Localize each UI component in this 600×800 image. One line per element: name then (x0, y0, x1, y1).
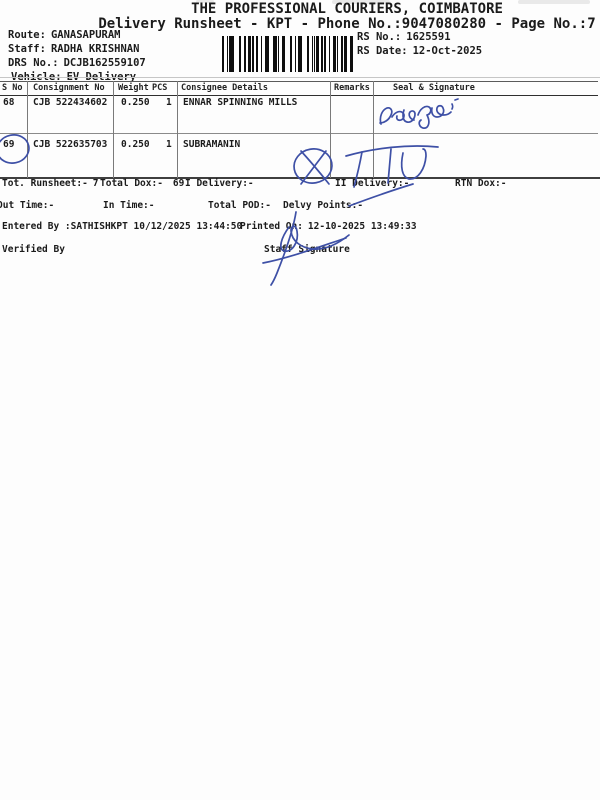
scan-smudge (518, 0, 590, 4)
staff-value: RADHA KRISHNAN (50, 43, 140, 55)
rs-date-value: 12-Oct-2025 (412, 45, 483, 57)
col-header-sno: S No (2, 83, 23, 93)
in-time-label: In Time:- (103, 200, 155, 211)
barcode-image (222, 36, 355, 72)
route-value: GANASAPURAM (50, 29, 121, 41)
delvy-points-label: Delvy Points:- (283, 200, 364, 211)
ii-delivery-label: II Delivery:- (335, 178, 410, 189)
col-header-seal: Seal & Signature (393, 83, 475, 93)
row2-weight: 0.250 (121, 139, 150, 150)
staff-field: Staff: RADHA KRISHNAN (8, 43, 140, 56)
row2-pcs: 1 (166, 139, 172, 150)
drs-no-field: DRS No.: DCJB162559107 (8, 57, 146, 70)
printed-on-value: 12-10-2025 13:49:33 (307, 221, 417, 232)
row1-consignee: ENNAR SPINNING MILLS (183, 97, 298, 108)
tot-runsheet-field: Tot. Runsheet:- 7 (2, 178, 99, 189)
page-title: THE PROFESSIONAL COURIERS, COIMBATORE (191, 1, 503, 17)
page-subtitle: Delivery Runsheet - KPT - Phone No.:9047… (98, 16, 596, 32)
rs-no-value: 1625591 (406, 31, 451, 43)
row1-pcs: 1 (166, 97, 172, 108)
table-column-border (177, 81, 178, 178)
total-dox-value: 69 (172, 178, 185, 189)
scan-smudge (196, 0, 214, 3)
col-header-consignment: Consignment No (33, 83, 105, 93)
divider-line (0, 77, 600, 78)
printed-on-label: Printed On: (240, 221, 303, 232)
table-column-border (330, 81, 331, 178)
route-field: Route: GANASAPURAM (8, 29, 121, 42)
entered-by-field: Entered By :SATHISHKPT 10/12/2025 13:44:… (2, 221, 243, 232)
row2-sno: 69 (3, 139, 15, 150)
staff-signature-label: Staff Signature (264, 244, 350, 255)
tamil-signature-ink (379, 98, 459, 129)
rs-no-label: RS No.: (357, 31, 402, 43)
total-dox-field: Total Dox:- 69 (100, 178, 185, 189)
rs-no-field: RS No.: 1625591 (357, 31, 451, 44)
row1-weight: 0.250 (121, 97, 150, 108)
col-header-pcs: PCS (152, 83, 168, 93)
tot-runsheet-label: Tot. Runsheet:- (2, 178, 88, 189)
row1-consignment: CJB 522434602 (33, 97, 108, 108)
rs-date-field: RS Date: 12-Oct-2025 (357, 45, 483, 58)
crossed-circle-ink (293, 148, 333, 185)
total-pod-label: Total POD:- (208, 200, 271, 211)
table-column-border (113, 81, 114, 178)
i-delivery-label: I Delivery:- (185, 178, 254, 189)
entered-by-label: Entered By : (2, 221, 71, 232)
out-time-label: Out Time:- (0, 200, 55, 211)
rtn-dox-label: RTN Dox:- (455, 178, 507, 189)
table-header-border (0, 95, 598, 96)
col-header-consignee: Consignee Details (181, 83, 268, 93)
table-row-border (0, 133, 598, 134)
rs-date-label: RS Date: (357, 45, 408, 57)
row2-consignee: SUBRAMANIN (183, 139, 241, 150)
total-dox-label: Total Dox:- (100, 178, 163, 189)
entered-by-value: SATHISHKPT 10/12/2025 13:44:50 (70, 221, 243, 232)
drs-no-value: DCJB162559107 (63, 57, 146, 69)
tot-runsheet-value: 7 (92, 178, 99, 189)
table-column-border (373, 81, 374, 178)
col-header-remarks: Remarks (334, 83, 370, 93)
table-top-border (0, 81, 598, 82)
route-label: Route: (8, 29, 46, 41)
verified-by-label: Verified By (2, 244, 65, 255)
col-header-weight: Weight (118, 83, 149, 93)
scan-smudge (332, 0, 390, 4)
row1-sno: 68 (3, 97, 15, 108)
printed-on-field: Printed On: 12-10-2025 13:49:33 (240, 221, 417, 232)
row2-consignment: CJB 522635703 (33, 139, 108, 150)
drs-no-label: DRS No.: (8, 57, 59, 69)
staff-label: Staff: (8, 43, 46, 55)
table-column-border (27, 81, 28, 178)
